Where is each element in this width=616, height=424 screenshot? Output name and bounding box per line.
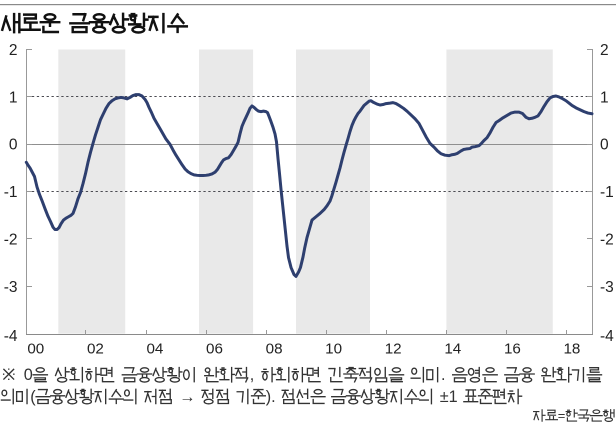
svg-text:10: 10 — [325, 341, 342, 358]
svg-text:-2: -2 — [600, 231, 614, 248]
svg-text:12: 12 — [385, 341, 402, 358]
svg-text:0: 0 — [24, 366, 33, 384]
svg-text:1: 1 — [600, 89, 609, 106]
svg-text:.: . — [271, 388, 276, 406]
svg-text:-4: -4 — [600, 328, 614, 345]
svg-text:.: . — [441, 366, 446, 384]
svg-text:08: 08 — [266, 341, 283, 358]
svg-text:-1: -1 — [4, 184, 18, 201]
svg-text:2: 2 — [9, 42, 18, 59]
svg-text:1: 1 — [9, 89, 18, 106]
svg-text:06: 06 — [206, 341, 223, 358]
svg-text:04: 04 — [146, 341, 163, 358]
svg-text:02: 02 — [87, 341, 104, 358]
svg-text:18: 18 — [563, 341, 580, 358]
svg-text:=: = — [558, 408, 566, 423]
svg-text:1: 1 — [449, 388, 458, 406]
svg-text:-2: -2 — [4, 231, 18, 248]
svg-text:14: 14 — [444, 341, 461, 358]
svg-text:±: ± — [440, 388, 449, 406]
svg-text:-3: -3 — [600, 279, 614, 296]
svg-text:→: → — [179, 388, 195, 406]
svg-text:-4: -4 — [4, 328, 18, 345]
svg-text:16: 16 — [504, 341, 521, 358]
svg-text:0: 0 — [600, 137, 609, 154]
svg-text:(: ( — [30, 388, 36, 406]
svg-text:-3: -3 — [4, 279, 18, 296]
svg-text:-1: -1 — [600, 184, 614, 201]
svg-text:2: 2 — [600, 42, 609, 59]
svg-text:,: , — [250, 366, 255, 384]
svg-text:0: 0 — [9, 137, 18, 154]
svg-text:): ) — [266, 388, 271, 406]
svg-text:00: 00 — [27, 341, 44, 358]
